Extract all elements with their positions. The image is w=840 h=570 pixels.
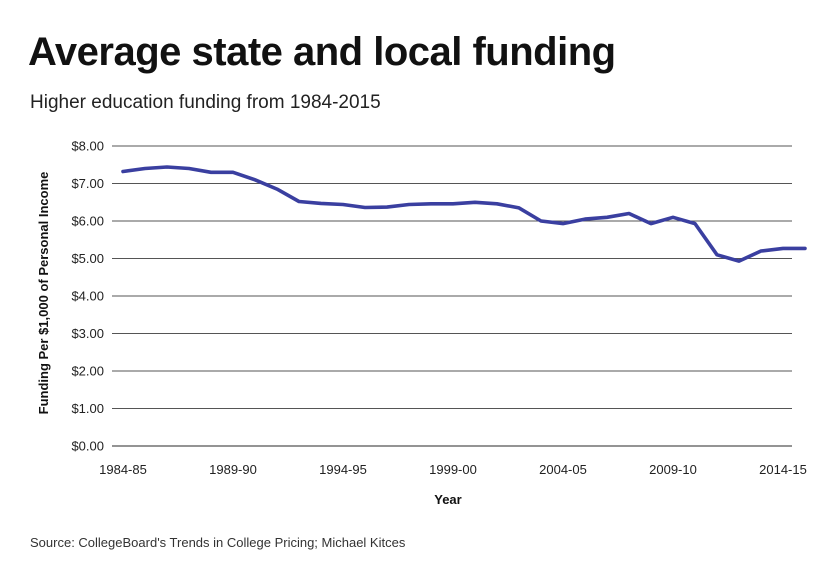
y-tick-label: $4.00 [71,289,104,304]
y-tick-label: $7.00 [71,176,104,191]
x-tick-label: 2004-05 [539,462,587,477]
chart-title: Average state and local funding [28,30,616,74]
x-tick-label: 1984-85 [99,462,147,477]
y-tick-label: $8.00 [71,139,104,154]
y-tick-label: $6.00 [71,214,104,229]
x-tick-label: 1989-90 [209,462,257,477]
chart-subtitle: Higher education funding from 1984-2015 [30,92,381,113]
y-tick-label: $5.00 [71,251,104,266]
x-axis-title: Year [434,492,461,507]
x-tick-label: 1994-95 [319,462,367,477]
gridlines [112,145,792,447]
y-tick-label: $2.00 [71,364,104,379]
x-tick-labels: 1984-85 1989-90 1994-95 1999-00 2004-05 2009-… [99,462,807,477]
x-tick-label: 2014-15 [759,462,807,477]
series-layer [121,165,807,263]
source-note: Source: CollegeBoard's Trends in College… [30,535,406,550]
x-tick-label: 1999-00 [429,462,477,477]
y-tick-label: $0.00 [71,439,104,454]
y-tick-label: $1.00 [71,401,104,416]
y-axis-title: Funding Per $1,000 of Personal Income [36,172,51,415]
y-tick-labels: $0.00 $1.00 $2.00 $3.00 $4.00 $5.00 $6.00 $7.00… [71,139,104,454]
series-line [121,165,807,263]
x-tick-label: 2009-10 [649,462,697,477]
y-tick-label: $3.00 [71,326,104,341]
